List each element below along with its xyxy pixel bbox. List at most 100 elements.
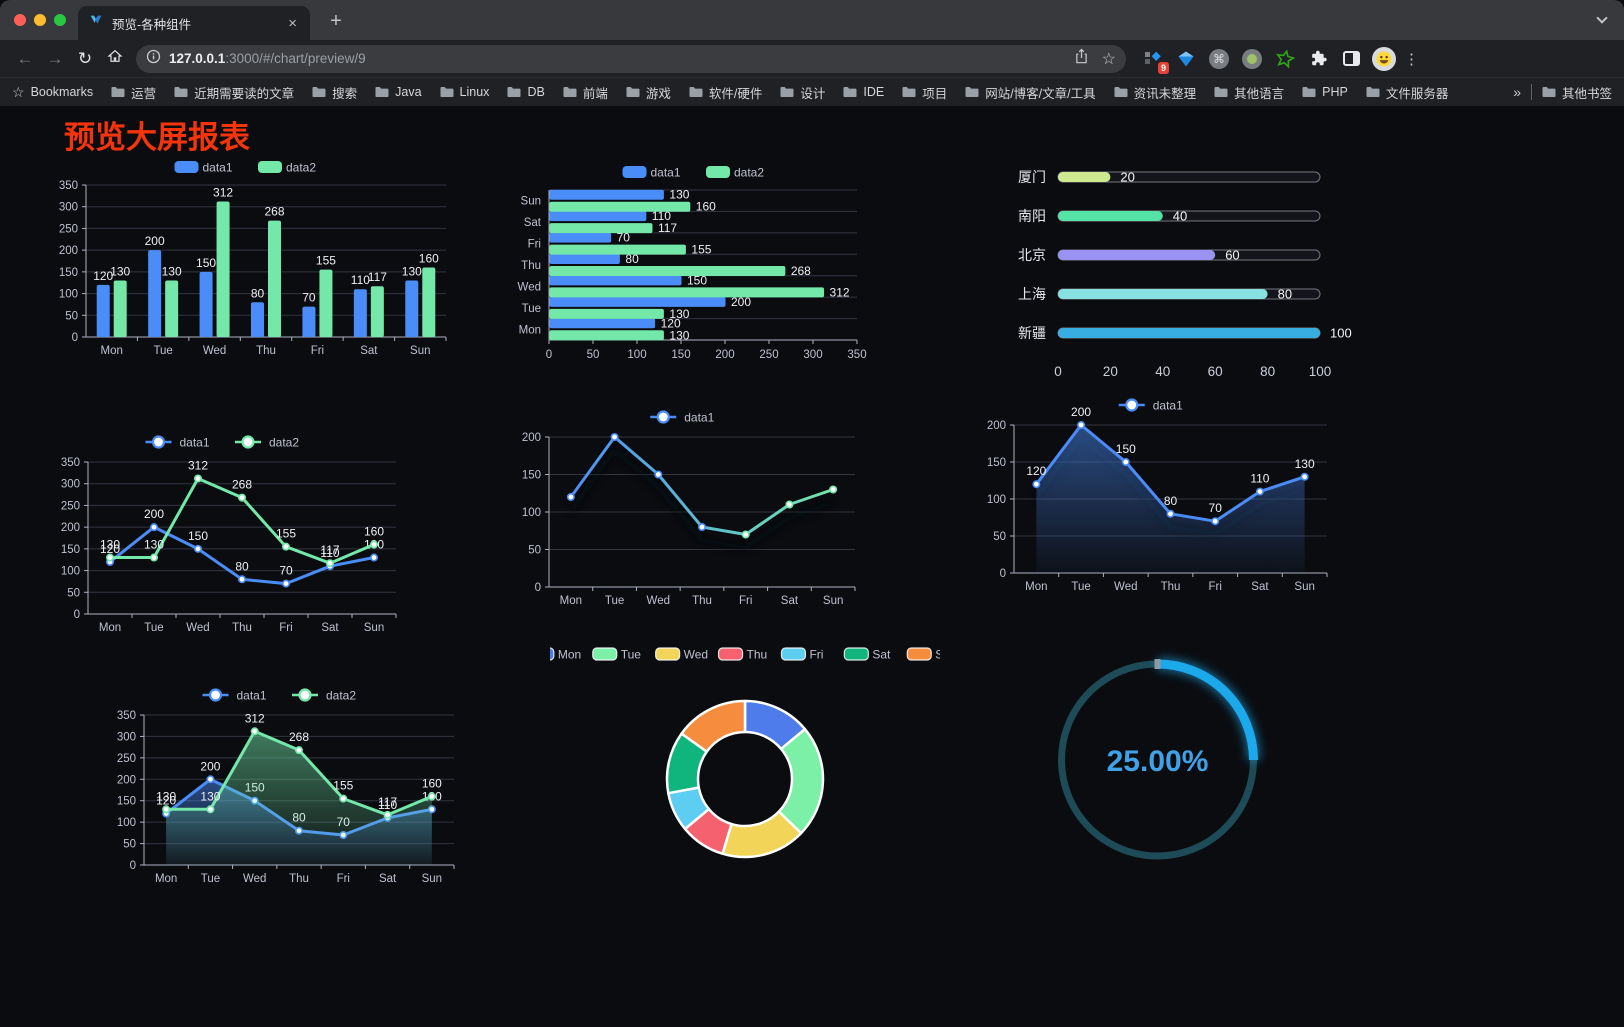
svg-text:130: 130 bbox=[200, 789, 220, 803]
bookmark-star-icon[interactable]: ☆ bbox=[1101, 50, 1116, 68]
bookmark-item[interactable]: 软件/硬件 bbox=[689, 83, 762, 102]
svg-text:130: 130 bbox=[156, 789, 176, 803]
folder-icon bbox=[626, 87, 640, 97]
svg-text:120: 120 bbox=[1026, 464, 1046, 478]
svg-text:80: 80 bbox=[1278, 287, 1292, 302]
svg-text:100: 100 bbox=[117, 817, 136, 829]
svg-text:200: 200 bbox=[1071, 405, 1091, 419]
svg-text:上海: 上海 bbox=[1018, 286, 1046, 302]
svg-text:data1: data1 bbox=[237, 689, 267, 703]
folder-icon bbox=[111, 87, 125, 97]
bookmark-item[interactable]: IDE bbox=[843, 85, 884, 99]
svg-text:150: 150 bbox=[196, 256, 216, 270]
forward-button[interactable]: → bbox=[46, 48, 64, 68]
bookmark-item[interactable]: 前端 bbox=[563, 83, 608, 102]
bookmark-item[interactable]: 搜索 bbox=[312, 83, 357, 102]
svg-text:60: 60 bbox=[1225, 248, 1239, 263]
svg-text:250: 250 bbox=[59, 223, 78, 235]
side-panel-icon[interactable] bbox=[1338, 46, 1364, 72]
extensions-puzzle-icon[interactable] bbox=[1305, 46, 1331, 72]
bookmark-item[interactable]: DB bbox=[507, 85, 545, 99]
svg-text:70: 70 bbox=[1209, 501, 1223, 515]
svg-text:Tue: Tue bbox=[522, 303, 541, 315]
svg-text:Tue: Tue bbox=[1071, 581, 1090, 593]
svg-text:Fri: Fri bbox=[279, 622, 292, 634]
svg-text:80: 80 bbox=[625, 252, 639, 266]
svg-text:80: 80 bbox=[1164, 494, 1178, 508]
bookmark-item[interactable]: 游戏 bbox=[626, 83, 671, 102]
share-icon[interactable] bbox=[1073, 48, 1090, 70]
svg-text:300: 300 bbox=[117, 731, 136, 743]
other-bookmarks-folder[interactable]: 其他书签 bbox=[1542, 83, 1612, 102]
bookmark-item[interactable]: 文件服务器 bbox=[1366, 83, 1448, 102]
svg-text:0: 0 bbox=[1054, 364, 1062, 379]
svg-text:50: 50 bbox=[993, 531, 1006, 543]
new-tab-button[interactable]: + bbox=[330, 10, 342, 32]
svg-text:Wed: Wed bbox=[243, 873, 266, 885]
svg-text:100: 100 bbox=[627, 349, 646, 361]
extension-record-icon[interactable] bbox=[1239, 46, 1265, 72]
window-minimize-button[interactable] bbox=[34, 14, 46, 26]
svg-text:Sat: Sat bbox=[1251, 581, 1269, 593]
bookmark-item[interactable]: Java bbox=[375, 85, 422, 99]
svg-text:data2: data2 bbox=[734, 166, 764, 180]
bookmark-item[interactable]: 项目 bbox=[902, 83, 947, 102]
bookmark-item[interactable]: 网站/博客/文章/工具 bbox=[965, 83, 1096, 102]
svg-text:50: 50 bbox=[528, 545, 541, 557]
svg-text:Wed: Wed bbox=[203, 345, 226, 357]
chart-week-donut: Mon Tue Wed Thu Fri Sat Sun bbox=[529, 636, 957, 891]
svg-text:312: 312 bbox=[830, 285, 850, 299]
chevron-down-icon[interactable] bbox=[1596, 12, 1608, 24]
extension-gem-icon[interactable] bbox=[1173, 46, 1199, 72]
bookmark-item[interactable]: 其他语言 bbox=[1214, 83, 1284, 102]
svg-text:Thu: Thu bbox=[1161, 581, 1181, 593]
svg-text:0: 0 bbox=[535, 582, 541, 594]
svg-text:Mon: Mon bbox=[558, 648, 581, 662]
home-button[interactable] bbox=[100, 48, 130, 69]
svg-text:data2: data2 bbox=[326, 689, 356, 703]
profile-avatar[interactable] bbox=[1371, 46, 1397, 72]
site-info-icon[interactable] bbox=[146, 49, 161, 69]
bookmark-item[interactable]: 资讯未整理 bbox=[1114, 83, 1196, 102]
svg-text:Sat: Sat bbox=[781, 595, 799, 607]
svg-text:Sun: Sun bbox=[823, 595, 843, 607]
svg-text:160: 160 bbox=[696, 200, 716, 214]
svg-text:300: 300 bbox=[803, 349, 822, 361]
extension-command-icon[interactable]: ⌘ bbox=[1206, 46, 1232, 72]
bookmark-item[interactable]: 近期需要读的文章 bbox=[174, 83, 294, 102]
svg-text:200: 200 bbox=[117, 774, 136, 786]
svg-text:150: 150 bbox=[687, 273, 707, 287]
chart-two-line: data1 data2 0 50 100 150 200 250 300 350 Mon Tue Wed… bbox=[42, 428, 412, 640]
svg-text:Mon: Mon bbox=[155, 873, 177, 885]
window-close-button[interactable] bbox=[14, 14, 26, 26]
extension-grid-diamond-icon[interactable]: 9 bbox=[1140, 46, 1169, 74]
window-zoom-button[interactable] bbox=[54, 14, 66, 26]
svg-text:100: 100 bbox=[522, 507, 541, 519]
tab-close-icon[interactable]: × bbox=[288, 14, 297, 32]
bookmarks-root-item[interactable]: ☆ Bookmarks bbox=[12, 84, 93, 101]
svg-text:50: 50 bbox=[123, 839, 136, 851]
extension-green-star-icon[interactable] bbox=[1272, 46, 1298, 72]
svg-text:Mon: Mon bbox=[99, 622, 121, 634]
svg-text:100: 100 bbox=[1330, 326, 1352, 341]
svg-text:Wed: Wed bbox=[647, 595, 670, 607]
bookmark-item[interactable]: 设计 bbox=[780, 83, 825, 102]
svg-text:Sun: Sun bbox=[410, 345, 430, 357]
svg-text:130: 130 bbox=[110, 265, 130, 279]
svg-text:70: 70 bbox=[302, 291, 316, 305]
folder-icon bbox=[507, 87, 521, 97]
svg-text:100: 100 bbox=[59, 289, 78, 301]
svg-text:200: 200 bbox=[59, 245, 78, 257]
bookmarks-overflow-button[interactable]: » bbox=[1513, 84, 1521, 100]
back-button[interactable]: ← bbox=[16, 48, 34, 68]
bookmark-item[interactable]: 运营 bbox=[111, 83, 156, 102]
browser-tab[interactable]: 预览-各种组件 × bbox=[78, 6, 310, 40]
bookmark-item[interactable]: Linux bbox=[440, 85, 489, 99]
browser-menu-icon[interactable]: ⋮ bbox=[1404, 50, 1419, 68]
reload-button[interactable]: ↻ bbox=[77, 48, 93, 68]
url-path: :3000/#/chart/preview/9 bbox=[225, 51, 366, 66]
folder-icon bbox=[1302, 87, 1316, 97]
svg-text:0: 0 bbox=[546, 349, 552, 361]
bookmark-item[interactable]: PHP bbox=[1302, 85, 1348, 99]
url-bar[interactable]: 127.0.0.1:3000/#/chart/preview/9 ☆ bbox=[136, 44, 1126, 73]
